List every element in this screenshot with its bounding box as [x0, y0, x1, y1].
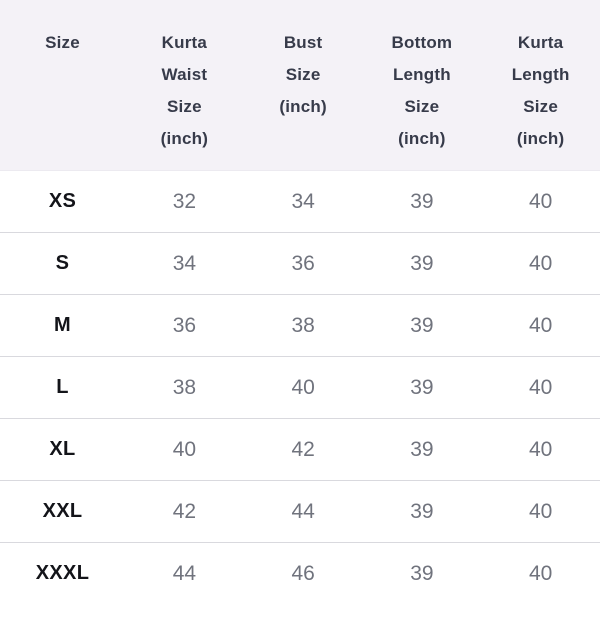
cell-value: 40 — [528, 561, 553, 585]
column-header-kurta-waist-size: Kurta Waist Size (inch) — [125, 0, 244, 171]
table-row: L 38 40 39 40 — [0, 356, 600, 419]
cell-value: 39 — [410, 313, 434, 337]
cell-value: 34 — [172, 251, 197, 275]
table-row: XXXL 44 46 39 40 — [0, 542, 600, 605]
cell-value: 32 — [172, 189, 197, 213]
size-label: XS — [48, 190, 77, 212]
column-header-bust-size: Bust Size (inch) — [243, 0, 363, 171]
size-label: L — [56, 376, 69, 398]
size-chart-table: Size Kurta Waist Size (inch) Bust Size (… — [0, 0, 600, 605]
cell-value: 44 — [291, 499, 315, 523]
cell-value: 40 — [172, 437, 197, 461]
cell-value: 40 — [528, 313, 553, 337]
cell-value: 40 — [528, 437, 553, 461]
cell-value: 40 — [528, 251, 553, 275]
cell-value: 38 — [291, 313, 315, 337]
size-label: XXXL — [35, 562, 90, 585]
cell-value: 36 — [172, 313, 197, 337]
cell-value: 40 — [528, 189, 553, 213]
cell-value: 39 — [410, 375, 434, 399]
table-row: XL 40 42 39 40 — [0, 418, 600, 481]
column-header-kurta-length-size: Kurta Length Size (inch) — [481, 0, 600, 171]
size-label: XXL — [42, 500, 83, 522]
cell-value: 38 — [172, 375, 197, 399]
size-label: M — [54, 314, 71, 336]
cell-value: 34 — [291, 189, 315, 213]
column-header-bottom-length-size: Bottom Length Size (inch) — [362, 0, 482, 171]
cell-value: 39 — [410, 499, 434, 523]
cell-value: 39 — [410, 189, 434, 213]
column-header-label: Kurta Waist Size (inch) — [160, 33, 209, 148]
column-header-size: Size — [0, 0, 125, 171]
size-label: S — [55, 252, 70, 274]
cell-value: 46 — [291, 561, 315, 585]
table-row: M 36 38 39 40 — [0, 294, 600, 357]
size-chart-header-row: Size Kurta Waist Size (inch) Bust Size (… — [0, 0, 600, 171]
table-row: XXL 42 44 39 40 — [0, 480, 600, 543]
table-row: XS 32 34 39 40 — [0, 171, 600, 233]
cell-value: 39 — [410, 251, 434, 275]
column-header-label: Kurta Length Size (inch) — [511, 33, 570, 148]
cell-value: 42 — [291, 437, 315, 461]
cell-value: 42 — [172, 499, 197, 523]
cell-value: 40 — [291, 375, 315, 399]
cell-value: 44 — [172, 561, 197, 585]
column-header-label: Bust Size (inch) — [279, 33, 327, 116]
size-label: XL — [49, 438, 76, 460]
table-row: S 34 36 39 40 — [0, 232, 600, 295]
column-header-label: Size — [45, 33, 80, 52]
cell-value: 40 — [528, 375, 553, 399]
cell-value: 36 — [291, 251, 315, 275]
cell-value: 39 — [410, 561, 434, 585]
cell-value: 40 — [528, 499, 553, 523]
column-header-label: Bottom Length Size (inch) — [391, 33, 453, 148]
cell-value: 39 — [410, 437, 434, 461]
